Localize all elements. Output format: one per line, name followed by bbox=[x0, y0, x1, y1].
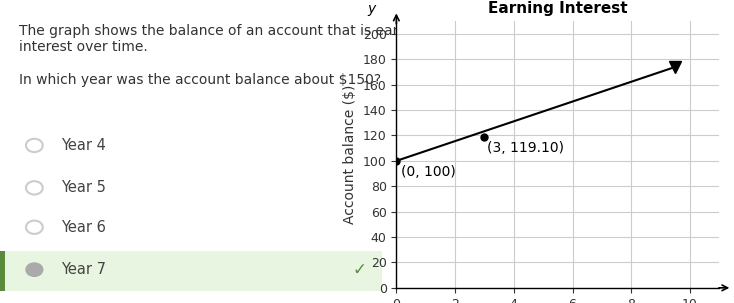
Text: (3, 119.10): (3, 119.10) bbox=[487, 141, 564, 155]
Text: The graph shows the balance of an account that is earning
interest over time.

I: The graph shows the balance of an accoun… bbox=[19, 24, 429, 87]
Text: Year 4: Year 4 bbox=[61, 138, 106, 153]
Circle shape bbox=[26, 263, 43, 276]
Title: Balance of Account
Earning Interest: Balance of Account Earning Interest bbox=[476, 0, 640, 16]
Text: (0, 100): (0, 100) bbox=[401, 165, 456, 179]
Text: Year 7: Year 7 bbox=[61, 262, 106, 277]
Y-axis label: Account balance ($): Account balance ($) bbox=[344, 85, 357, 224]
FancyBboxPatch shape bbox=[0, 251, 4, 291]
Text: Year 6: Year 6 bbox=[61, 220, 106, 235]
Text: x: x bbox=[733, 286, 734, 300]
FancyBboxPatch shape bbox=[0, 251, 382, 291]
Text: ✓: ✓ bbox=[352, 261, 366, 279]
Text: Year 5: Year 5 bbox=[61, 180, 106, 195]
Text: y: y bbox=[367, 2, 376, 16]
